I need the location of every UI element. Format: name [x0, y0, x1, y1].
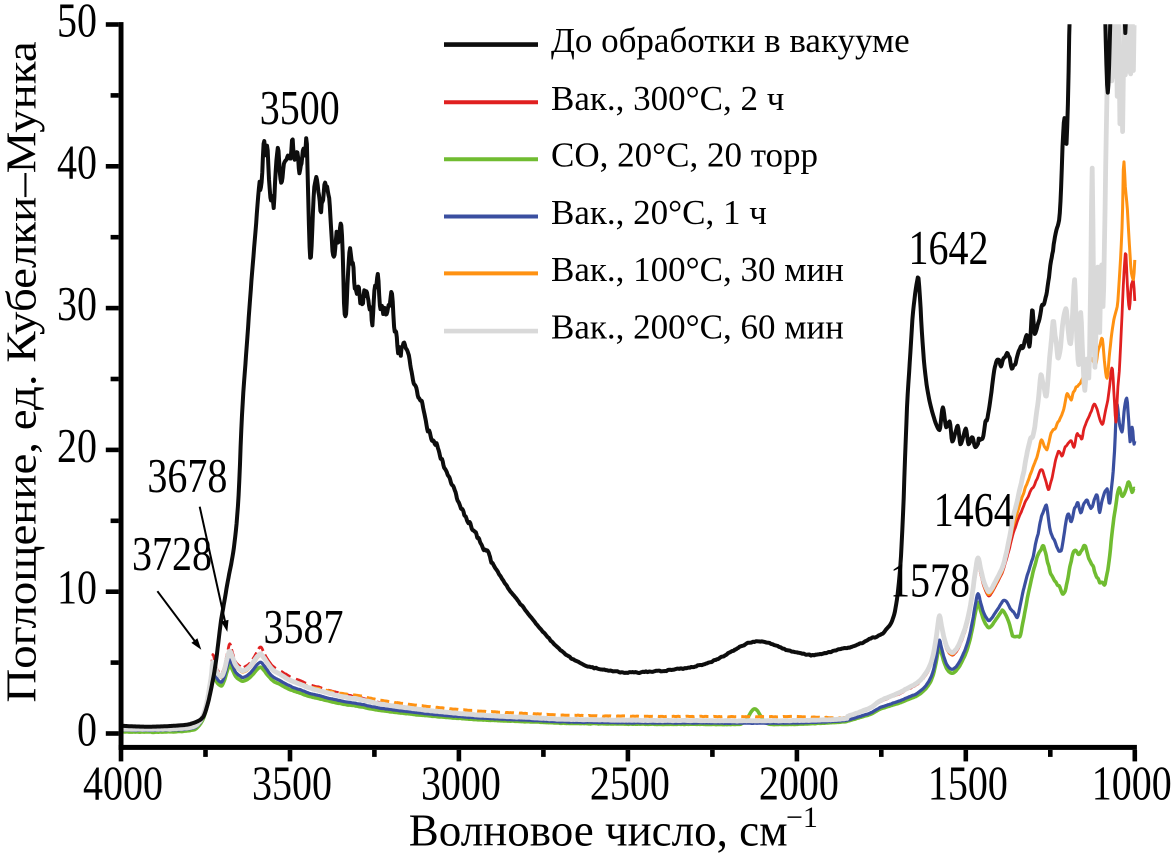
svg-text:20: 20: [57, 418, 97, 473]
svg-text:Вак., 300°С, 2 ч: Вак., 300°С, 2 ч: [551, 79, 784, 118]
svg-text:2000: 2000: [759, 756, 839, 811]
svg-text:50: 50: [57, 0, 97, 47]
svg-text:Вак., 100°С, 30 мин: Вак., 100°С, 30 мин: [551, 250, 844, 289]
svg-text:3728: 3728: [132, 526, 212, 581]
svg-text:До обработки в вакууме: До обработки в вакууме: [551, 21, 910, 60]
svg-text:40: 40: [57, 135, 97, 190]
svg-text:3000: 3000: [421, 756, 501, 811]
svg-text:1500: 1500: [928, 756, 1008, 811]
svg-text:3678: 3678: [147, 448, 227, 503]
svg-text:Поглощение, ед. Кубелки–Мунка: Поглощение, ед. Кубелки–Мунка: [0, 41, 45, 703]
svg-text:1578: 1578: [890, 553, 970, 608]
svg-text:1642: 1642: [909, 220, 989, 275]
svg-text:4000: 4000: [83, 756, 163, 811]
svg-text:Волновое число, см: Волновое число, см: [409, 805, 788, 855]
svg-text:−1: −1: [786, 801, 818, 834]
svg-text:3500: 3500: [260, 80, 340, 135]
svg-text:1464: 1464: [934, 482, 1014, 537]
svg-text:10: 10: [57, 560, 97, 615]
svg-text:3500: 3500: [252, 756, 332, 811]
svg-text:СО, 20°С, 20 торр: СО, 20°С, 20 торр: [551, 136, 818, 175]
svg-text:3587: 3587: [264, 599, 344, 654]
svg-text:2500: 2500: [590, 756, 670, 811]
svg-text:1000: 1000: [1092, 756, 1172, 811]
svg-text:Вак., 200°С, 60 мин: Вак., 200°С, 60 мин: [551, 308, 844, 347]
svg-text:0: 0: [77, 702, 97, 757]
svg-text:30: 30: [57, 276, 97, 331]
svg-text:Вак., 20°С, 1 ч: Вак., 20°С, 1 ч: [551, 193, 767, 232]
